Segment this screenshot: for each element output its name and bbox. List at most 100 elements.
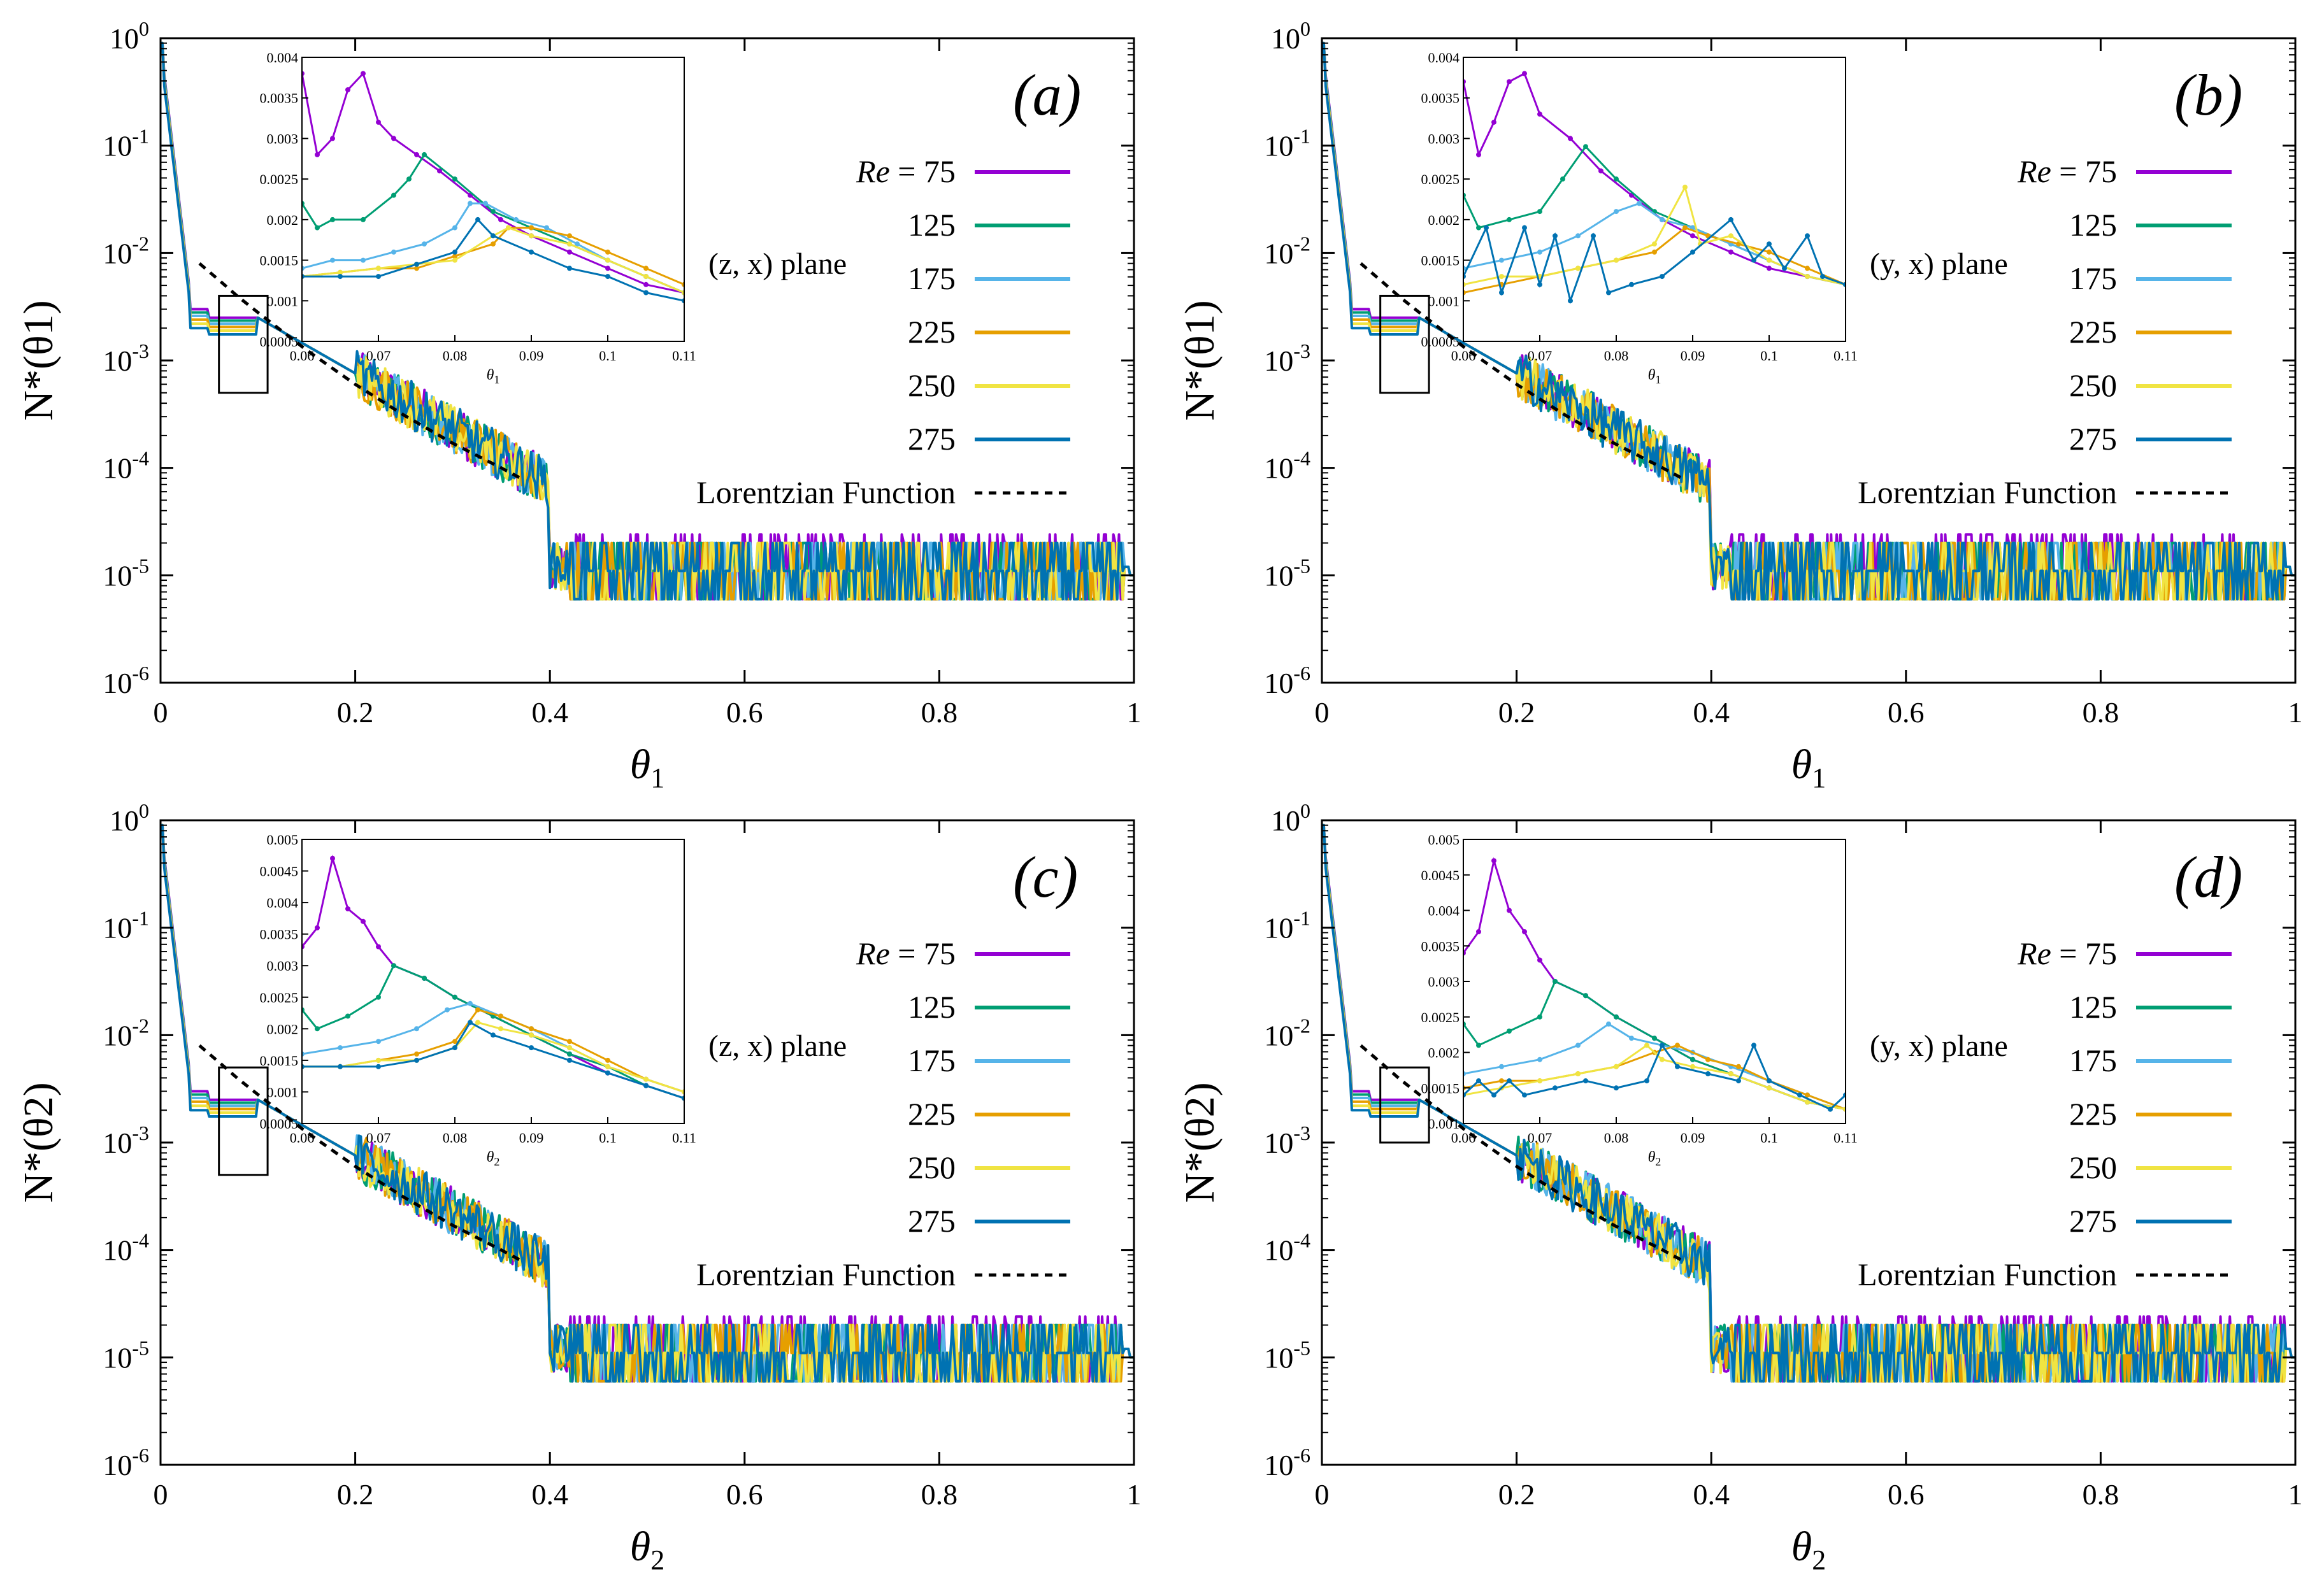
inset-point-re-175 [1537,249,1542,255]
inset-x-tick-label: 0.06 [290,1130,315,1146]
inset-y-tick-label: 0.0035 [260,927,299,943]
y-tick-label: 10-3 [1264,339,1310,377]
plot-area [161,41,1134,601]
inset-point-re-125 [452,176,457,182]
inset-point-re-175 [1537,1057,1542,1062]
inset-point-re-75 [361,71,366,76]
inset-frame-bg [301,839,685,1124]
y-tick-label: 10-2 [103,232,149,269]
x-tick-label: 0.2 [1498,1478,1535,1511]
inset-point-re-250 [567,241,572,247]
inset-series-line-re-275 [302,218,684,302]
inset-point-re-275 [475,217,480,222]
inset-point-re-175 [1629,1036,1634,1041]
inset-point-re-275 [529,1045,534,1051]
inset-point-re-250 [376,1057,381,1063]
inset-y-tick-label: 0.0005 [1421,334,1460,350]
plot-area [161,823,1134,1383]
inset-x-tick-label: 0.07 [1528,1130,1553,1146]
inset-point-re-225 [1805,266,1810,271]
inset-point-re-75 [643,281,649,287]
inset-x-axis-label: θ2 [1648,1149,1661,1168]
inset-point-re-250 [1690,1064,1695,1069]
y-tick-label: 10-2 [1264,232,1310,269]
plane-label: (z, x) plane [708,247,847,281]
inset-point-re-75 [345,87,350,92]
legend-label: 275 [2069,421,2117,457]
inset-x-tick-label: 0.1 [1760,348,1778,364]
inset-point-re-275 [643,1083,649,1088]
legend-label: 225 [908,1096,956,1132]
inset-point-re-175 [468,201,473,206]
inset-point-re-75 [361,918,366,924]
inset-point-re-275 [1484,225,1489,231]
inset-point-re-75 [1522,71,1527,76]
inset-point-re-275 [1805,233,1810,239]
inset-point-re-275 [1782,266,1787,271]
panel-d: 0 0.2 0.4 0.6 0.8 1 10-6 10-5 10-4 10-3 10-2 10-1 10… [1177,799,2303,1576]
inset-point-re-75 [1728,249,1733,255]
inset-y-tick-label: 0.003 [267,131,299,146]
inset-point-re-125 [567,1051,572,1057]
inset-point-re-250 [1805,274,1810,280]
inset-point-re-125 [391,963,396,969]
legend-label: 275 [2069,1203,2117,1239]
inset-point-re-275 [605,1070,610,1076]
legend-label: Re = 75 [2017,153,2117,189]
inset-point-re-125 [1614,1014,1619,1020]
inset-point-re-75 [437,168,442,174]
x-tick-label: 0 [1315,1478,1330,1511]
inset-x-tick-label: 0.09 [1681,1130,1705,1146]
legend-label: Re = 75 [2017,936,2117,971]
inset-point-re-275 [1553,233,1558,239]
inset-point-re-225 [452,1039,457,1044]
inset-plot-area [302,71,684,304]
inset-point-re-175 [338,1045,343,1051]
inset-point-re-75 [605,266,610,271]
inset-y-tick-label: 0.0005 [260,334,299,350]
inset-point-re-250 [498,1026,503,1032]
inset-point-re-275 [529,249,534,255]
inset-point-re-275 [1537,281,1542,287]
inset-point-re-250 [1614,257,1619,263]
inset-series-line-re-75 [302,71,684,294]
inset-point-re-175 [422,241,427,247]
inset-y-tick-label: 0.004 [1428,50,1460,66]
x-tick-label: 0.6 [726,696,763,729]
inset-point-re-225 [414,1051,419,1057]
inset-series-line-re-275 [1463,1043,1846,1111]
inset-point-re-250 [1660,1057,1665,1062]
inset-series-line-re-250 [1463,1044,1846,1111]
y-axis-label: N*(θ1) [15,300,62,420]
inset-point-re-250 [1767,257,1772,263]
inset-point-re-250 [1537,1078,1542,1084]
lorentzian-curve [198,262,522,480]
inset-x-tick-label: 0.07 [366,1130,391,1146]
legend-label: 250 [908,367,956,403]
inset-plot-area [302,854,684,1101]
inset-point-re-125 [452,994,457,1000]
inset-y-tick-label: 0.0035 [260,90,299,106]
panel-a: 0 0.2 0.4 0.6 0.8 1 10-6 10-5 10-4 10-3 10-2 10-1 10… [15,17,1142,794]
inset-point-re-250 [452,257,457,263]
inset-point-re-75 [1507,908,1512,913]
inset-point-re-250 [605,257,610,263]
inset-point-re-275 [1499,290,1504,296]
x-tick-label: 1 [2288,1478,2303,1511]
inset-point-re-275 [1491,1092,1496,1098]
x-tick-label: 0 [154,696,168,729]
inset-point-re-175 [468,1001,473,1006]
inset: 0.06 0.07 0.08 0.09 0.1 0.11 0.0005 0.001 0.0015… [1421,50,1858,386]
inset-point-re-225 [529,225,534,231]
inset-point-re-275 [1522,225,1527,231]
inset-x-tick-label: 0.1 [599,348,617,364]
y-tick-label: 10-5 [103,554,149,592]
y-tick-label: 10-3 [103,339,149,377]
inset-point-re-75 [567,249,572,255]
inset-point-re-175 [361,257,366,263]
y-tick-label: 10-3 [103,1122,149,1159]
legend-label: 225 [2069,314,2117,350]
inset-point-re-275 [1675,1064,1680,1069]
legend-label: 175 [2069,1043,2117,1078]
x-tick-label: 1 [1127,1478,1142,1511]
